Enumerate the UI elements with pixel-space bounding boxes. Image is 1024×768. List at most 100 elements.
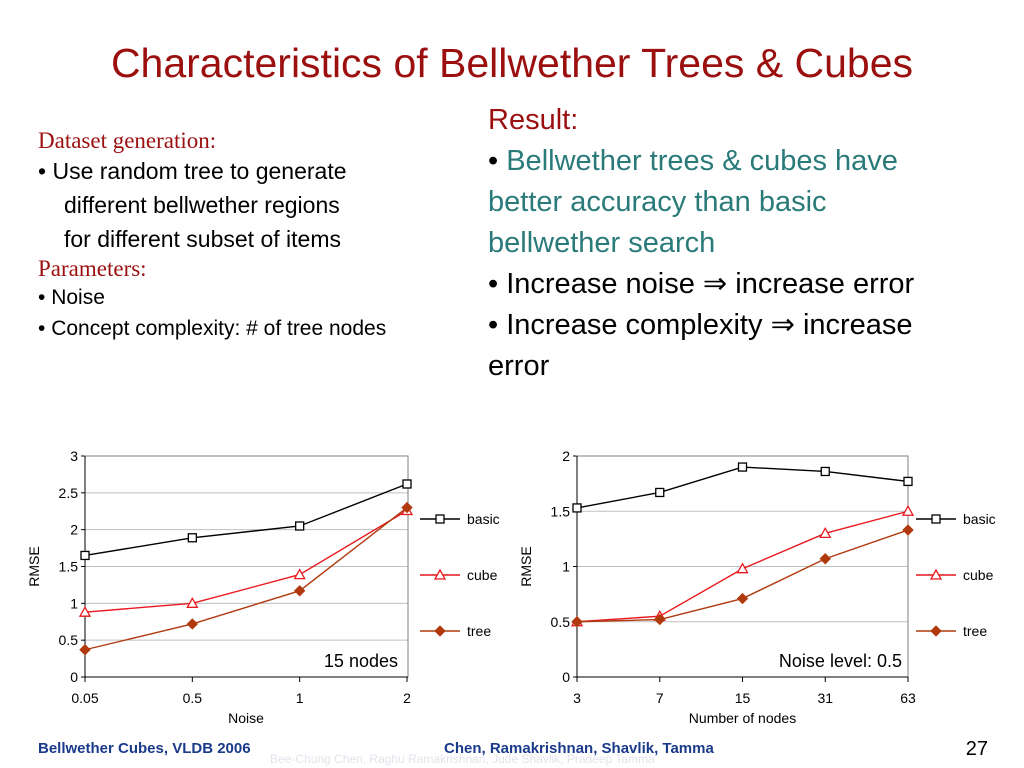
data-point-basic [737, 462, 748, 472]
bullet-glyph: • [488, 268, 499, 300]
y-tick-label: 2 [562, 448, 570, 464]
chart-annotation: 15 nodes [324, 651, 398, 671]
dataset-generation-heading: Dataset generation: [38, 128, 217, 153]
data-point-basic [80, 550, 90, 561]
x-tick-label: 1 [296, 690, 304, 706]
legend-label-basic: basic [963, 511, 996, 527]
result-text-continued: better accuracy than basic [488, 186, 827, 218]
data-point-basic [903, 476, 913, 487]
slide-title: Characteristics of Bellwether Trees & Cu… [110, 40, 914, 86]
noise-chart-svg: 0 0.5 1 1.5 2 2.5 3 0.05 0.5 1 2 Noise RMSE basic cube… [26, 448, 500, 726]
bullet-continuation: different bellwether regions [64, 192, 340, 218]
legend-marker-tree [434, 625, 446, 637]
footer-center: Chen, Ramakrishnan, Shavlik, Tamma [444, 740, 714, 757]
series-line-cube [84, 509, 408, 613]
result-text: increase [802, 309, 913, 341]
result-bullet: • Increase complexity ⇒ increase [488, 305, 1018, 346]
data-point-basic [655, 487, 665, 498]
data-point-cube [736, 562, 749, 574]
y-tick-label: 1.5 [59, 559, 79, 575]
bullet-glyph: • [488, 145, 499, 177]
y-tick-label: 1.5 [551, 503, 571, 519]
legend-marker-basic [931, 514, 941, 524]
data-point-tree [79, 644, 91, 656]
data-point-tree [186, 618, 199, 630]
legend-label-tree: tree [467, 623, 491, 639]
y-axis-label: RMSE [518, 546, 534, 586]
y-tick-label: 0 [70, 669, 78, 685]
data-point-tree [401, 501, 413, 514]
data-point-tree [293, 585, 306, 597]
data-point-basic [295, 521, 305, 531]
data-point-basic [820, 466, 830, 477]
y-tick-label: 1 [70, 595, 78, 611]
legend-marker-cube [929, 568, 943, 580]
chart-annotation: Noise level: 0.5 [779, 651, 902, 671]
data-point-cube [186, 596, 199, 608]
bullet-item: • Use random tree to generate [38, 154, 478, 188]
data-point-tree [902, 524, 914, 536]
footer-left: Bellwether Cubes, VLDB 2006 [38, 740, 251, 757]
bullet-text: Use random tree to generate [52, 158, 347, 184]
data-point-tree [654, 613, 666, 626]
result-heading: Result: [488, 104, 579, 136]
data-point-tree [736, 592, 749, 605]
data-point-basic [402, 479, 412, 489]
x-axis-label: Number of nodes [689, 710, 796, 726]
legend-label-cube: cube [963, 567, 994, 583]
y-tick-label: 0.5 [59, 632, 79, 648]
bullet-glyph: • [38, 158, 47, 184]
page-number: 27 [965, 738, 988, 760]
parameters-heading: Parameters: [38, 256, 147, 281]
y-axis-label: RMSE [26, 546, 42, 586]
x-tick-label: 15 [735, 690, 751, 706]
result-bullet: • Bellwether trees & cubes have [488, 141, 1018, 182]
right-text-block: Result: • Bellwether trees & cubes have … [488, 100, 1018, 387]
result-bullet: • Increase noise ⇒ increase error [488, 264, 1018, 305]
x-axis-label: Noise [228, 710, 264, 726]
result-text: increase error [735, 268, 915, 300]
y-tick-label: 1 [562, 559, 570, 575]
y-tick-label: 2.5 [59, 485, 79, 501]
legend-marker-tree [930, 625, 942, 637]
data-point-cube [901, 504, 915, 516]
x-tick-label: 31 [817, 690, 833, 706]
legend-label-tree: tree [963, 623, 987, 639]
noise-chart: 0 0.5 1 1.5 2 2.5 3 0.05 0.5 1 2 Noise RMSE basic cube… [0, 440, 515, 740]
result-text-continued: bellwether search [488, 227, 716, 259]
data-point-cube [293, 568, 306, 580]
y-tick-label: 0 [562, 669, 570, 685]
legend-marker-cube [433, 568, 447, 580]
x-tick-label: 0.5 [183, 690, 203, 706]
nodes-chart: 0 0.5 1 1.5 2 3 7 15 31 63 Number of nodes RMSE basi… [510, 440, 1024, 740]
bullet-text: Noise [51, 286, 105, 309]
bullet-item: • Concept complexity: # of tree nodes [38, 313, 478, 344]
bullet-continuation: for different subset of items [64, 226, 341, 252]
x-tick-label: 0.05 [71, 690, 98, 706]
data-point-tree [571, 616, 583, 628]
footer-authors-ghost: Bee-Chung Chen, Raghu Ramakrishnan, Jude… [270, 752, 655, 766]
series-line-tree [576, 529, 909, 623]
y-tick-label: 3 [70, 448, 78, 464]
result-text: Increase noise [506, 268, 695, 300]
data-point-basic [187, 533, 197, 543]
x-tick-label: 63 [900, 690, 916, 706]
data-point-tree [819, 553, 831, 565]
legend-label-cube: cube [467, 567, 498, 583]
x-tick-label: 7 [656, 690, 664, 706]
bullet-item: • Noise [38, 282, 478, 313]
series-line-basic [576, 466, 909, 509]
y-tick-label: 2 [70, 522, 78, 538]
implies-symbol: ⇒ [770, 309, 795, 341]
left-text-block: Dataset generation: • Use random tree to… [38, 128, 478, 344]
series-line-tree [84, 507, 408, 651]
data-point-cube [78, 605, 92, 617]
data-point-basic [572, 503, 582, 513]
legend-label-basic: basic [467, 511, 500, 527]
bullet-glyph: • [488, 309, 499, 341]
implies-symbol: ⇒ [702, 268, 728, 300]
y-tick-label: 0.5 [551, 614, 571, 630]
bullet-glyph: • [38, 317, 46, 340]
nodes-chart-svg: 0 0.5 1 1.5 2 3 7 15 31 63 Number of nodes RMSE basi… [518, 448, 996, 726]
result-text-continued: error [488, 350, 550, 382]
